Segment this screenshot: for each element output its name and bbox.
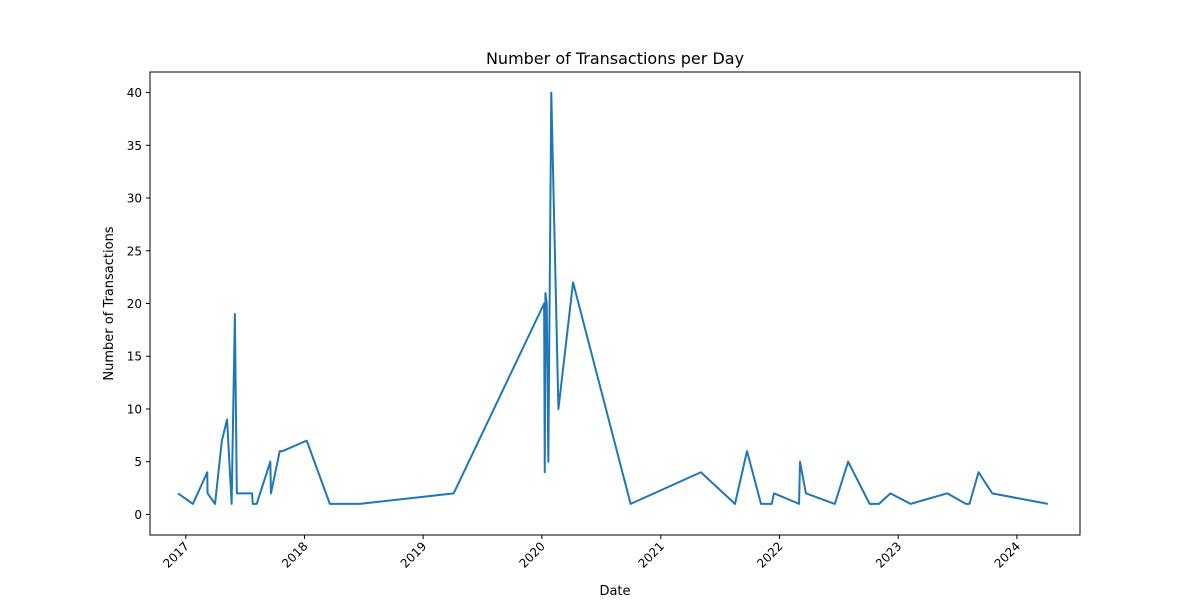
x-tick-label: 2022 (754, 539, 785, 570)
plot-area (149, 71, 1081, 536)
y-axis: 0 5 10 15 20 25 30 35 40 (127, 86, 150, 522)
y-axis-label: Number of Transactions (102, 226, 117, 380)
y-tick-label: 35 (127, 139, 142, 153)
x-tick-label: 2021 (635, 539, 666, 570)
x-axis-label: Date (599, 584, 630, 599)
y-tick-label: 0 (134, 508, 142, 522)
series-line (177, 91, 1048, 505)
x-axis: 2017 2018 2019 2020 2021 2022 2023 2024 (160, 535, 1023, 571)
series-layer (177, 91, 1048, 505)
y-tick-label: 40 (127, 86, 142, 100)
y-tick-label: 30 (127, 192, 142, 206)
y-tick-label: 5 (134, 455, 142, 469)
plot-frame (149, 71, 1081, 536)
x-tick-label: 2019 (398, 539, 429, 570)
x-tick-label: 2023 (873, 539, 904, 570)
y-tick-label: 10 (127, 402, 142, 416)
x-tick-label: 2018 (279, 539, 310, 570)
y-tick-label: 15 (127, 350, 142, 364)
y-tick-label: 25 (127, 244, 142, 258)
x-tick-label: 2024 (992, 539, 1023, 570)
chart-title: Number of Transactions per Day (486, 49, 744, 68)
y-tick-label: 20 (127, 297, 142, 311)
x-tick-label: 2017 (160, 539, 191, 570)
x-tick-label: 2020 (516, 539, 547, 570)
